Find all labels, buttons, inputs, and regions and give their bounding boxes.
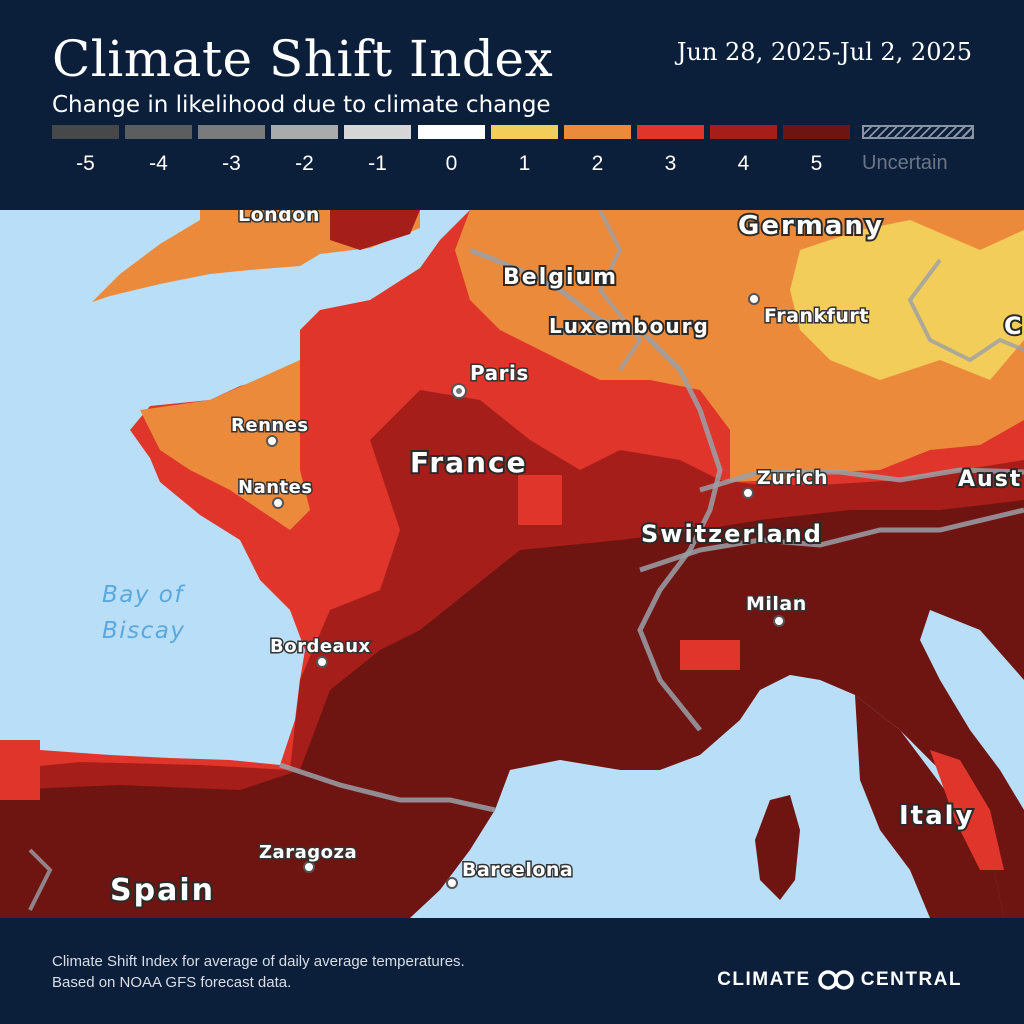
legend-swatch xyxy=(52,125,119,139)
legend-item-uncertain: Uncertain xyxy=(862,125,974,181)
border-france-east xyxy=(469,247,723,732)
adriatic-sea xyxy=(920,610,1024,810)
brand-logo: CLIMATE CENTRAL xyxy=(717,968,962,992)
legend-swatch xyxy=(418,125,485,139)
date-range: Jun 28, 2025-Jul 2, 2025 xyxy=(676,38,972,66)
page-title: Climate Shift Index xyxy=(52,30,554,88)
page-subtitle: Change in likelihood due to climate chan… xyxy=(52,92,551,118)
city-label-barcelona: Barcelona xyxy=(462,859,573,881)
city-label-zaragoza: Zaragoza xyxy=(259,842,357,863)
city-label-bordeaux: Bordeaux xyxy=(270,636,371,657)
darkest-region xyxy=(0,500,1024,918)
legend-label: -1 xyxy=(368,152,387,175)
legend-item-2: 2 xyxy=(564,125,631,181)
legend-label: -5 xyxy=(76,152,95,175)
border-alps xyxy=(699,467,1024,493)
legend-item-minus3: -3 xyxy=(198,125,265,181)
brittany-region xyxy=(140,360,310,530)
legend-item-minus1: -1 xyxy=(344,125,411,181)
city-marker-zaragoza[interactable] xyxy=(303,861,315,873)
sea-label-line1: Bay of xyxy=(102,582,185,608)
patch xyxy=(680,640,740,670)
city-label-nantes: Nantes xyxy=(238,477,313,498)
country-label-spain: Spain xyxy=(110,873,215,908)
border-swiss-italy xyxy=(639,507,1024,573)
legend-label: 2 xyxy=(591,152,604,175)
legend-swatch xyxy=(491,125,558,139)
city-marker-barcelona[interactable] xyxy=(446,877,458,889)
city-label-zurich: Zurich xyxy=(757,467,828,489)
legend-label: -2 xyxy=(295,152,314,175)
footer-note: Climate Shift Index for average of daily… xyxy=(52,951,652,993)
legend: -5 -4 -3 -2 -1 0 1 2 xyxy=(52,125,974,185)
legend-swatch xyxy=(198,125,265,139)
city-label-frankfurt: Frankfurt xyxy=(764,305,869,327)
country-label-austria: Aust xyxy=(958,467,1022,492)
brand-text-left: CLIMATE xyxy=(717,969,811,990)
italy-east-coast xyxy=(930,750,1004,870)
legend-item-3: 3 xyxy=(637,125,704,181)
city-label-london: London xyxy=(238,210,320,226)
footer-note-line1: Climate Shift Index for average of daily… xyxy=(52,953,465,970)
city-marker-nantes[interactable] xyxy=(272,497,284,509)
legend-swatch xyxy=(564,125,631,139)
country-label-italy: Italy xyxy=(899,801,975,831)
legend-item-1: 1 xyxy=(491,125,558,181)
legend-item-5: 5 xyxy=(783,125,850,181)
city-marker-bordeaux[interactable] xyxy=(316,656,328,668)
country-label-france: France xyxy=(410,446,528,479)
border-germany-czech xyxy=(907,258,1024,363)
city-label-milan: Milan xyxy=(746,593,807,615)
footer-note-line2: Based on NOAA GFS forecast data. xyxy=(52,974,292,991)
legend-label: 4 xyxy=(737,152,750,175)
brand-text-right: CENTRAL xyxy=(860,969,962,990)
legend-swatch xyxy=(637,125,704,139)
city-label-paris: Paris xyxy=(470,361,529,385)
corsica xyxy=(755,795,800,900)
city-marker-paris-dot xyxy=(456,388,462,394)
border-pyrenees xyxy=(279,762,496,813)
header: Climate Shift Index Change in likelihood… xyxy=(0,0,1024,210)
legend-item-4: 4 xyxy=(710,125,777,181)
country-label-germany: Germany xyxy=(738,211,884,241)
patch xyxy=(0,740,40,800)
legend-swatch xyxy=(710,125,777,139)
footer: Climate Shift Index for average of daily… xyxy=(0,918,1024,1024)
country-label-belgium: Belgium xyxy=(503,265,618,290)
linked-circles-icon xyxy=(817,970,854,990)
italy-peninsula xyxy=(855,695,1004,918)
border-spain-west xyxy=(28,848,53,911)
legend-swatch xyxy=(125,125,192,139)
sea-label-line2: Biscay xyxy=(102,618,186,644)
legend-item-minus4: -4 xyxy=(125,125,192,181)
legend-label-uncertain: Uncertain xyxy=(862,152,948,174)
legend-swatch-uncertain xyxy=(862,125,974,139)
legend-label: 0 xyxy=(445,152,458,175)
legend-swatch xyxy=(783,125,850,139)
legend-item-minus5: -5 xyxy=(52,125,119,181)
legend-label: -4 xyxy=(149,152,168,175)
legend-label: 3 xyxy=(664,152,677,175)
city-marker-frankfurt[interactable] xyxy=(748,293,760,305)
legend-swatch xyxy=(271,125,338,139)
city-marker-zurich[interactable] xyxy=(742,487,754,499)
city-label-rennes: Rennes xyxy=(231,415,309,436)
patch xyxy=(518,475,562,525)
country-label-czech: C xyxy=(1004,312,1024,340)
legend-label: -3 xyxy=(222,152,241,175)
border-belgium-germany xyxy=(597,210,643,372)
map[interactable]: Bay of Biscay Germany Belgium Luxembourg… xyxy=(0,210,1024,918)
legend-label: 1 xyxy=(518,152,531,175)
legend-swatch xyxy=(344,125,411,139)
legend-item-0: 0 xyxy=(418,125,485,181)
country-label-luxembourg: Luxembourg xyxy=(549,314,710,338)
england-southeast-shading xyxy=(330,210,420,250)
city-marker-rennes[interactable] xyxy=(266,435,278,447)
map-canvas: Bay of Biscay Germany Belgium Luxembourg… xyxy=(0,210,1024,918)
legend-item-minus2: -2 xyxy=(271,125,338,181)
city-marker-milan[interactable] xyxy=(773,615,785,627)
legend-label: 5 xyxy=(810,152,823,175)
country-label-switzerland: Switzerland xyxy=(641,520,823,548)
yellow-region xyxy=(790,220,1024,380)
